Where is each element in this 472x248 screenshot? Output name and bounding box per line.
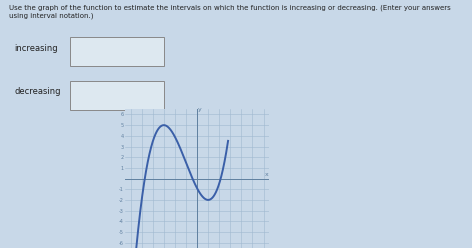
Text: y: y [197, 107, 201, 112]
Text: increasing: increasing [14, 44, 58, 53]
FancyBboxPatch shape [70, 81, 164, 110]
FancyBboxPatch shape [70, 37, 164, 66]
Text: Use the graph of the function to estimate the intervals on which the function is: Use the graph of the function to estimat… [9, 5, 451, 19]
Text: x: x [265, 172, 269, 177]
Text: decreasing: decreasing [14, 88, 60, 96]
